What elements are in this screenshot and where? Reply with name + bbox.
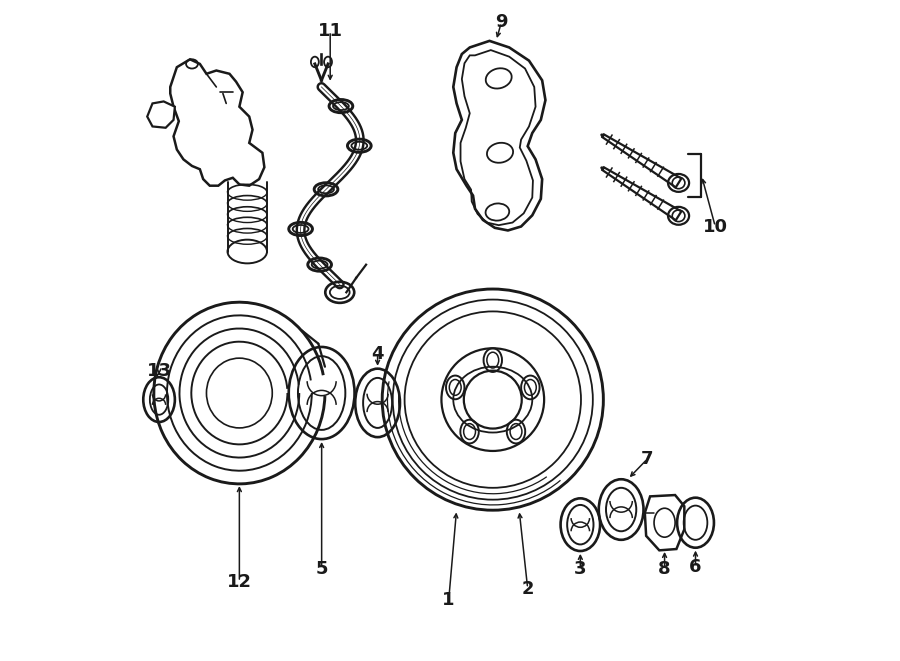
Text: 11: 11: [318, 22, 343, 40]
Polygon shape: [602, 134, 681, 187]
Text: 7: 7: [641, 450, 653, 468]
Polygon shape: [148, 101, 175, 128]
Text: 6: 6: [689, 559, 702, 576]
Polygon shape: [170, 59, 265, 186]
Text: 12: 12: [227, 573, 252, 591]
Text: 4: 4: [372, 344, 383, 362]
Text: 8: 8: [658, 560, 670, 578]
Text: 10: 10: [703, 217, 728, 235]
Text: 3: 3: [574, 560, 587, 578]
Text: 5: 5: [315, 560, 328, 578]
Polygon shape: [602, 167, 681, 220]
Text: 1: 1: [443, 592, 454, 609]
Text: 2: 2: [521, 580, 534, 598]
Text: 9: 9: [495, 13, 508, 32]
Text: 13: 13: [147, 362, 172, 380]
